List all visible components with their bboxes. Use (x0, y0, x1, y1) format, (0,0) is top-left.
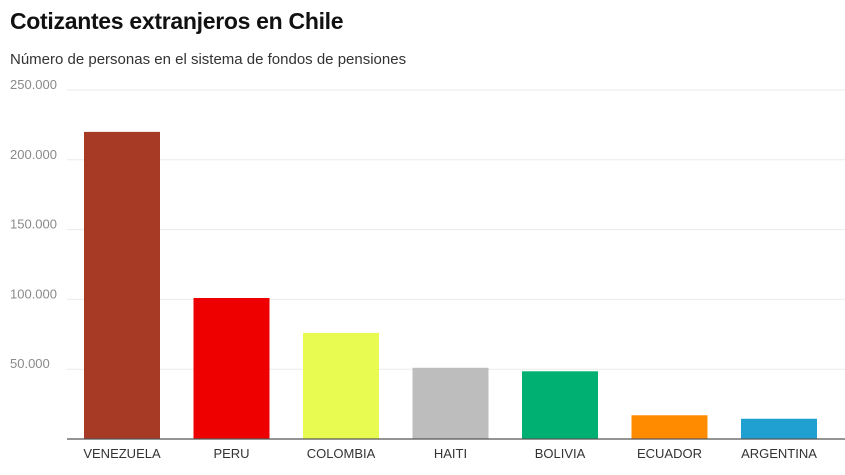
grid-lines (67, 89, 845, 370)
chart-title: Cotizantes extranjeros en Chile (10, 8, 344, 34)
x-tick-label: BOLIVIA (535, 446, 586, 461)
y-tick-label: 250.000 (10, 77, 57, 92)
y-tick-label: 100.000 (10, 286, 57, 301)
x-tick-label: VENEZUELA (83, 446, 161, 461)
x-tick-label: COLOMBIA (307, 446, 376, 461)
y-tick-label: 200.000 (10, 147, 57, 162)
x-tick-label: HAITI (434, 446, 467, 461)
bar-haiti (412, 367, 489, 439)
x-tick-label: ECUADOR (637, 446, 702, 461)
y-tick-label: 150.000 (10, 217, 57, 232)
x-axis-labels: VENEZUELA PERU COLOMBIA HAITI BOLIVIA ECUADOR… (83, 446, 817, 461)
chart-subtitle: Número de personas en el sistema de fond… (10, 51, 407, 68)
bar-peru (193, 298, 270, 439)
y-tick-label: 50.000 (10, 356, 50, 371)
bar-colombia (303, 332, 379, 439)
bar-bolivia (522, 371, 598, 439)
x-tick-label: ARGENTINA (741, 446, 817, 461)
bars (84, 131, 817, 439)
bar-venezuela (84, 131, 160, 439)
bar-argentina (741, 418, 817, 439)
y-axis-ticks: 50.000 100.000 150.000 200.000 250.000 (10, 77, 57, 371)
x-tick-label: PERU (213, 446, 249, 461)
bar-ecuador (631, 415, 708, 439)
